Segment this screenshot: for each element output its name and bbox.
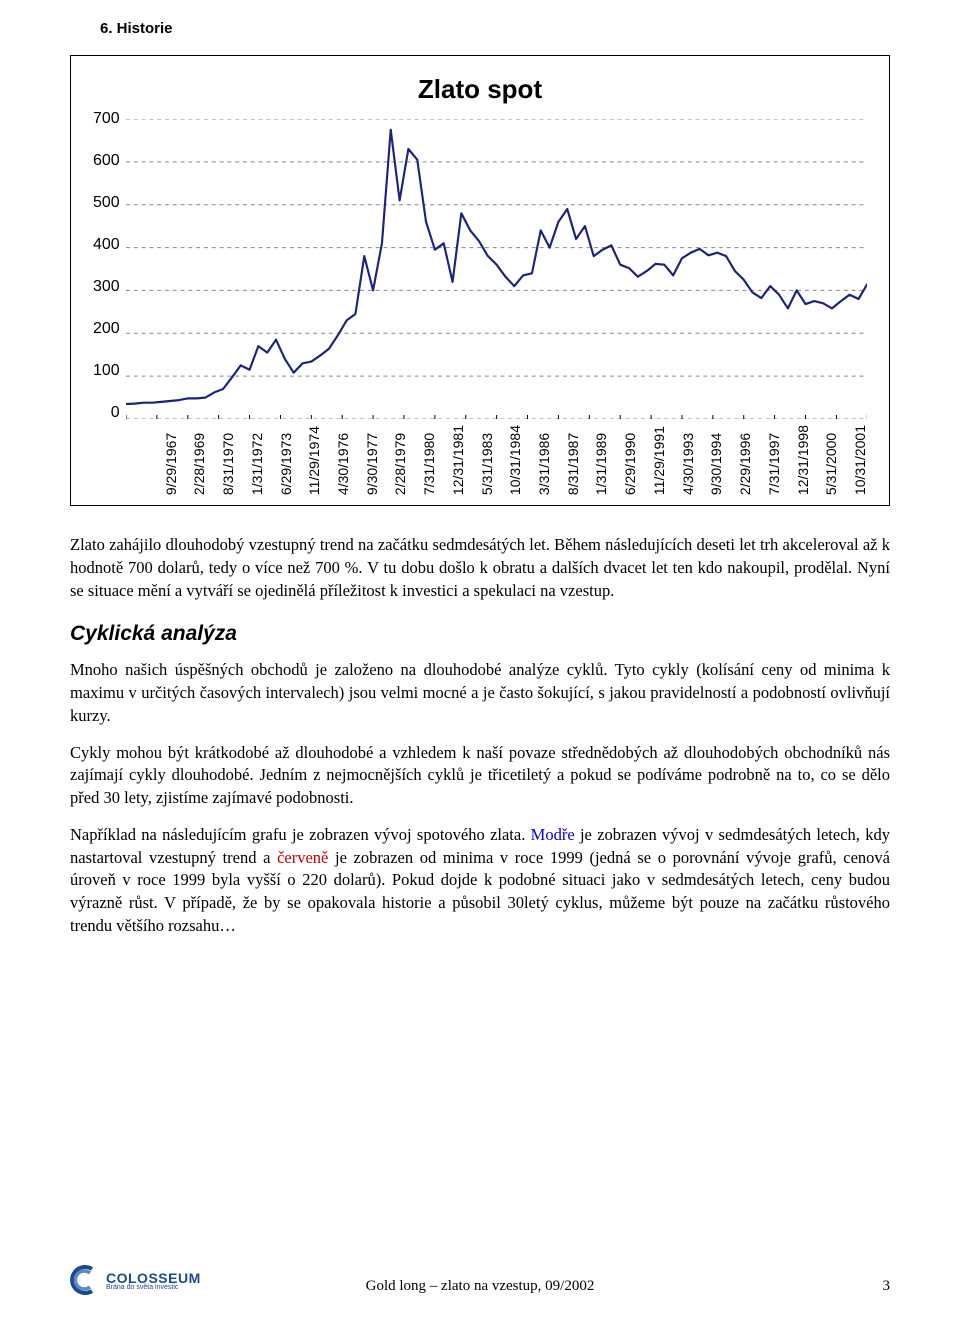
x-tick: 9/30/1977: [365, 425, 379, 495]
x-tick: 8/31/1987: [566, 425, 580, 495]
y-tick: 300: [93, 279, 120, 295]
section-heading: 6. Historie: [100, 20, 890, 37]
y-tick: 100: [93, 363, 120, 379]
x-tick: 7/31/1997: [767, 425, 781, 495]
y-tick: 600: [93, 153, 120, 169]
page-number: 3: [883, 1278, 891, 1295]
x-tick: 12/31/1998: [796, 425, 810, 495]
y-tick: 400: [93, 237, 120, 253]
y-tick: 500: [93, 195, 120, 211]
blue-word: Modře: [531, 825, 575, 844]
x-tick: 12/31/1981: [451, 425, 465, 495]
x-tick: 4/30/1976: [336, 425, 350, 495]
x-tick: 9/30/1994: [709, 425, 723, 495]
x-tick: 10/31/2001: [853, 425, 867, 495]
x-tick: 2/28/1979: [393, 425, 407, 495]
page-footer: COLOSSEUM Brána do světa investic Gold l…: [70, 1265, 890, 1295]
x-tick: 11/29/1974: [307, 425, 321, 495]
x-tick: 4/30/1993: [681, 425, 695, 495]
chart-title: Zlato spot: [93, 74, 867, 105]
y-tick: 200: [93, 321, 120, 337]
x-tick: 1/31/1972: [250, 425, 264, 495]
x-tick: 7/31/1980: [422, 425, 436, 495]
paragraph-3: Cykly mohou být krátkodobé až dlouhodobé…: [70, 742, 890, 810]
x-tick: 2/29/1996: [738, 425, 752, 495]
x-tick: 2/28/1969: [192, 425, 206, 495]
chart-y-axis: 700 600 500 400 300 200 100 0: [93, 111, 126, 421]
chart-container: Zlato spot 700 600 500 400 300 200 100 0 9/29/1…: [70, 55, 890, 506]
y-tick: 700: [93, 111, 120, 127]
x-tick: 8/31/1970: [221, 425, 235, 495]
subheading-cyklicka: Cyklická analýza: [70, 620, 890, 649]
logo-icon: [70, 1265, 100, 1295]
x-tick: 5/31/1983: [480, 425, 494, 495]
x-tick: 6/29/1990: [623, 425, 637, 495]
paragraph-2: Mnoho našich úspěšných obchodů je založe…: [70, 659, 890, 727]
footer-center-text: Gold long – zlato na vzestup, 09/2002: [366, 1278, 595, 1295]
y-tick: 0: [93, 405, 120, 421]
x-tick: 6/29/1973: [279, 425, 293, 495]
x-tick: 3/31/1986: [537, 425, 551, 495]
paragraph-4: Například na následujícím grafu je zobra…: [70, 824, 890, 938]
x-tick: 1/31/1989: [594, 425, 608, 495]
x-tick: 11/29/1991: [652, 425, 666, 495]
chart-x-axis: 9/29/1967 2/28/1969 8/31/1970 1/31/1972 6/29…: [126, 425, 867, 495]
x-tick: 10/31/1984: [508, 425, 522, 495]
x-tick: 5/31/2000: [824, 425, 838, 495]
logo: COLOSSEUM Brána do světa investic: [70, 1265, 201, 1295]
chart-plot: [126, 119, 867, 419]
body-text: Zlato zahájilo dlouhodobý vzestupný tren…: [70, 534, 890, 938]
paragraph-1: Zlato zahájilo dlouhodobý vzestupný tren…: [70, 534, 890, 602]
x-tick: 9/29/1967: [164, 425, 178, 495]
red-word: červeně: [277, 848, 328, 867]
